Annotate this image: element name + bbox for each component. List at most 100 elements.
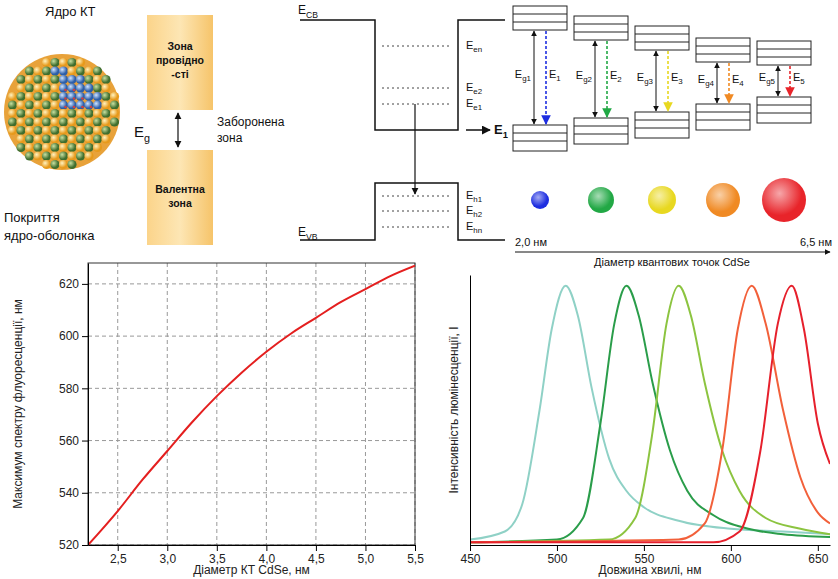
atom (33, 126, 42, 135)
x-axis-title: Діаметр КТ CdSe, нм (193, 563, 310, 577)
tick-mark (82, 545, 88, 546)
lower-level (696, 120, 750, 121)
tick-mark (316, 545, 317, 551)
electron-level-label-main: E (466, 97, 473, 109)
grid (88, 263, 415, 545)
core-atom (64, 106, 67, 109)
atom (59, 134, 68, 143)
atom (25, 151, 34, 160)
upper-level (574, 24, 628, 25)
size-max: 6,5 нм (800, 236, 832, 248)
atom (84, 92, 93, 101)
atom (16, 126, 25, 135)
lower-level (513, 141, 567, 142)
emission-label-sub: 2 (617, 75, 621, 84)
tick-mark (644, 545, 645, 551)
atom (33, 151, 42, 160)
grid-line (167, 263, 168, 545)
atom (59, 151, 68, 160)
level-column: Eg1E1 (513, 6, 567, 209)
tick-label: 5,5 (407, 552, 424, 566)
atom (25, 109, 34, 118)
gap-label: Eg2 (576, 69, 592, 84)
lower-stack (574, 118, 628, 144)
size-min: 2,0 нм (515, 236, 547, 248)
tick-mark (266, 545, 267, 551)
grid-line (315, 263, 316, 545)
gap-label: Заборонена (217, 115, 285, 129)
lower-level (574, 126, 628, 127)
transition-label-sub: 1 (503, 130, 508, 140)
gap-label: Eg5 (759, 71, 776, 86)
atom (33, 92, 42, 101)
core-atom (81, 97, 84, 100)
emission-label-main: E (732, 73, 739, 85)
tick-mark (167, 545, 168, 551)
tick: 500 (547, 545, 567, 566)
emission-label-main: E (793, 71, 800, 83)
atom (93, 75, 102, 84)
cb-edge (300, 20, 505, 130)
tick: 540 (59, 486, 88, 500)
upper-level (757, 49, 811, 50)
hole-level-label: Eh2 (466, 204, 482, 219)
tick: 4,5 (308, 545, 325, 566)
emission-label: E3 (671, 71, 683, 86)
quantum-well: ECBEVBEenEe2Ee1Eh1Eh2EhnE1 (298, 3, 508, 242)
atom (42, 100, 51, 109)
atom (84, 109, 93, 118)
atom (50, 126, 59, 135)
atom (50, 100, 59, 109)
band-gap: Зонапровідно-стіВалентназонаEgЗаборонена… (134, 15, 285, 245)
atom (101, 134, 110, 143)
dot-sphere (762, 178, 806, 222)
atom (76, 92, 85, 101)
atom (59, 83, 68, 92)
atom (93, 126, 102, 135)
tick-mark (365, 545, 366, 551)
tick: 5,5 (407, 545, 424, 566)
plot-area (88, 266, 415, 545)
gap-label: Eg4 (698, 73, 715, 88)
gap-label-sub: g3 (644, 77, 653, 86)
emission-label: E1 (549, 68, 561, 83)
atom (110, 92, 119, 101)
atom (59, 117, 68, 126)
gap-arrow (778, 66, 779, 96)
atom (110, 117, 119, 126)
atom (101, 117, 110, 126)
gap-arrow (534, 31, 535, 124)
atom (50, 160, 59, 169)
tick: 580 (59, 382, 88, 396)
atom (42, 109, 51, 118)
atom (42, 75, 51, 84)
upper-stack (757, 41, 811, 65)
atom (59, 100, 68, 109)
atom (8, 126, 17, 135)
conduction-label: Зона (167, 40, 192, 52)
gap-symbol-main: E (134, 123, 144, 140)
lower-level (574, 134, 628, 135)
gap-arrow (177, 113, 178, 147)
gap-symbol-sub: g (144, 132, 150, 144)
atom (101, 75, 110, 84)
atom (76, 66, 85, 75)
gap-label-main: E (576, 69, 583, 81)
atom (101, 83, 110, 92)
electron-level-label: Een (466, 39, 482, 54)
transition-label-main: E (494, 122, 503, 137)
gap-label-sub: g4 (705, 79, 714, 88)
core-atom (64, 97, 67, 100)
tick-label: 600 (721, 552, 741, 566)
atom (33, 109, 42, 118)
atom (93, 83, 102, 92)
upper-level (513, 14, 567, 15)
grid-line (88, 283, 415, 284)
emission-label: E2 (610, 69, 622, 84)
grid-line (88, 492, 415, 493)
transition-label: E1 (494, 122, 508, 140)
y-axis (470, 276, 471, 546)
atom (25, 100, 34, 109)
series-line (470, 286, 830, 543)
atom (59, 66, 68, 75)
